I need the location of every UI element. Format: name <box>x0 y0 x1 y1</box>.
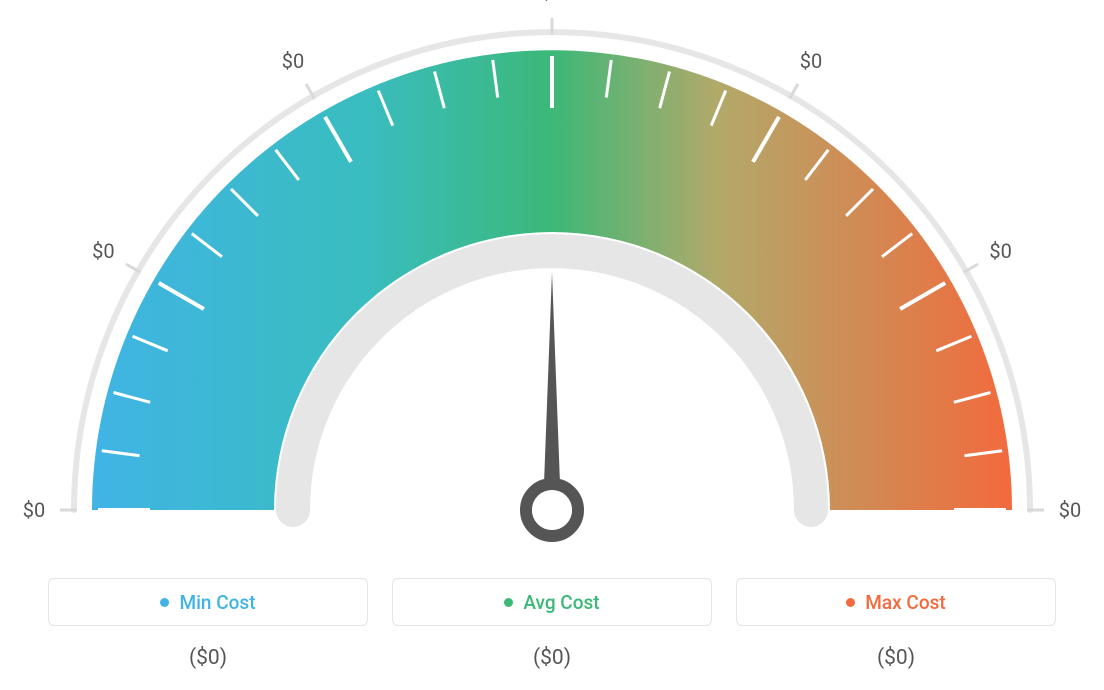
tick-label: $0 <box>1059 498 1081 522</box>
legend-label-avg: Avg Cost <box>523 591 599 614</box>
cost-gauge-chart: $0$0$0$0$0$0$0 Min CostAvg CostMax Cost … <box>0 0 1104 690</box>
tick-label: $0 <box>23 498 45 522</box>
legend-values-row: ($0) ($0) ($0) <box>0 646 1104 670</box>
legend-box-max: Max Cost <box>736 578 1056 626</box>
legend-label-max: Max Cost <box>865 591 945 614</box>
legend-dot-max <box>846 598 855 607</box>
tick-label: $0 <box>92 239 114 263</box>
needle-pivot-center <box>532 490 572 530</box>
legend-box-min: Min Cost <box>48 578 368 626</box>
legend-dot-min <box>160 598 169 607</box>
legend-label-min: Min Cost <box>179 591 255 614</box>
legend-value-avg: ($0) <box>392 646 712 670</box>
tick-label: $0 <box>800 49 822 73</box>
legend-value-max: ($0) <box>736 646 1056 670</box>
legend-value-min: ($0) <box>48 646 368 670</box>
tick-label: $0 <box>989 239 1011 263</box>
tick-label: $0 <box>282 49 304 73</box>
gauge-area: $0 $0 $0 $0 $0 $0 $0 <box>0 0 1104 560</box>
legend-dot-avg <box>504 598 513 607</box>
needle <box>543 272 561 510</box>
legend-row: Min Cost Avg Cost Max Cost <box>0 578 1104 626</box>
legend-box-avg: Avg Cost <box>392 578 712 626</box>
tick-label: $0 <box>541 0 563 4</box>
gauge-svg <box>0 0 1104 560</box>
